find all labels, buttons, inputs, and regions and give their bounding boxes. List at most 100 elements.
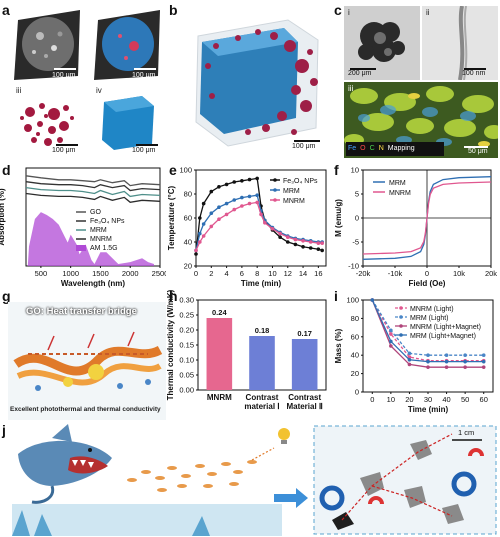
data-point xyxy=(444,353,449,357)
data-point xyxy=(278,235,282,239)
data-point xyxy=(444,365,449,369)
panel-letter-i: i xyxy=(334,288,338,304)
data-point xyxy=(463,359,467,364)
y-tick-label: 0.25 xyxy=(179,311,194,320)
scale-bar xyxy=(56,144,78,146)
legend-marker xyxy=(273,178,277,182)
panel-letter-b: b xyxy=(169,2,178,18)
y-tick-label: 100 xyxy=(346,296,359,305)
panel-letter-j: j xyxy=(2,422,6,438)
mapping-element-o: O xyxy=(360,145,366,152)
data-point xyxy=(463,353,467,357)
tem-image xyxy=(344,6,420,80)
mapping-element-n: N xyxy=(378,145,384,152)
x-tick-label: 20 xyxy=(405,395,413,404)
data-point xyxy=(217,217,221,221)
ct-slice-colored xyxy=(94,10,160,80)
y-tick-label: 0 xyxy=(355,388,359,397)
y-tick-label: 40 xyxy=(351,351,359,360)
shark-fish-schematic xyxy=(12,424,497,536)
series-line xyxy=(25,192,161,203)
data-point xyxy=(463,365,467,369)
data-point xyxy=(301,239,305,243)
y-tick-label: 0.05 xyxy=(179,371,194,380)
x-tick-label: 12 xyxy=(284,269,292,278)
x-tick-label: 6 xyxy=(240,269,244,278)
panel-letter-h: h xyxy=(169,288,178,304)
series-line xyxy=(25,181,161,192)
category-label: Contrast xyxy=(246,393,279,402)
x-tick-label: 500 xyxy=(35,269,48,278)
series-line xyxy=(25,175,161,187)
data-point xyxy=(255,200,259,205)
data-point xyxy=(407,355,412,359)
x-tick-label: 2500 xyxy=(152,269,166,278)
bar-value-label: 0.18 xyxy=(255,326,270,335)
y-tick-label: 0.15 xyxy=(179,341,194,350)
y-tick-label: 20 xyxy=(351,369,359,378)
x-tick-label: -10k xyxy=(388,269,403,278)
x-tick-label: 2000 xyxy=(122,269,139,278)
data-point xyxy=(407,362,412,367)
chart-absorption: 500 1000 1500 2000 2500 Wavelength (nm) Absorp… xyxy=(0,167,166,288)
data-point xyxy=(224,182,229,187)
data-point xyxy=(293,237,298,242)
data-point xyxy=(224,201,229,206)
data-point xyxy=(270,227,275,231)
x-tick-label: 2 xyxy=(209,269,213,278)
bar xyxy=(206,318,233,390)
sub-label-c-ii: ii xyxy=(426,8,430,17)
eds-mapping-image xyxy=(344,82,498,158)
data-point xyxy=(481,353,486,357)
chart-thermal-conductivity: 0.00 0.05 0.10 0.15 0.20 0.25 0.30 0.24 MNRM 0.18… xyxy=(166,289,327,411)
y-tick-label: 60 xyxy=(184,214,192,223)
legend-label: Fe₃O₄ NPs xyxy=(90,218,125,225)
data-point xyxy=(198,231,202,236)
data-point xyxy=(426,365,430,369)
y-axis-title: Mass (%) xyxy=(334,328,343,363)
legend-label: AM 1.5G xyxy=(90,245,118,252)
data-point xyxy=(316,241,321,245)
y-tick-label: 10 xyxy=(351,166,359,175)
panel-b: 100 μm xyxy=(178,6,330,158)
series-line xyxy=(25,186,161,198)
y-tick-label: 0.20 xyxy=(179,326,194,335)
scale-bar-label: 100 μm xyxy=(132,72,156,79)
scale-bar-label: 100 nm xyxy=(462,70,486,77)
legend-label: MRM (Light+Magnet) xyxy=(410,333,476,340)
y-axis-title: Thermal conductivity (W/mK) xyxy=(166,289,175,400)
legend-label: MNRM xyxy=(90,236,112,243)
data-point xyxy=(217,185,221,189)
scale-bar xyxy=(464,146,488,148)
data-point xyxy=(232,207,237,212)
x-tick-label: 10 xyxy=(268,269,276,278)
x-tick-label: 60 xyxy=(480,395,488,404)
x-tick-label: 1500 xyxy=(92,269,109,278)
y-tick-label: 0.00 xyxy=(179,386,194,395)
legend-label: MRM xyxy=(90,227,107,234)
x-tick-label: -20k xyxy=(356,269,371,278)
scale-bar-label: 50 μm xyxy=(468,148,488,155)
x-tick-label: 50 xyxy=(461,395,469,404)
legend-label: MRM (Light) xyxy=(410,315,449,322)
category-label: material Ⅰ xyxy=(244,402,279,411)
y-tick-label: 40 xyxy=(184,238,192,247)
data-point xyxy=(259,212,263,217)
y-tick-label: -10 xyxy=(348,262,359,271)
y-tick-label: 0.30 xyxy=(179,296,194,305)
panel-j: 1 cm xyxy=(12,424,498,536)
chart-mass-loss: 0 10 20 30 40 50 60 0 20 40 60 80 100 Time (min) Mass … xyxy=(334,296,494,414)
x-tick-label: 30 xyxy=(424,395,432,404)
data-point xyxy=(232,198,237,202)
data-point xyxy=(481,359,486,364)
scale-bar-label: 100 μm xyxy=(52,72,76,79)
panel-letter-d: d xyxy=(2,162,11,178)
data-point xyxy=(255,193,259,197)
data-point xyxy=(201,234,206,238)
panel-g-title: GO: Heat transfer bridge xyxy=(26,306,137,317)
ct-3d-pores xyxy=(10,84,86,158)
x-axis-title: Time (min) xyxy=(408,405,449,414)
scale-bar xyxy=(134,68,156,70)
data-point xyxy=(278,231,282,236)
data-point xyxy=(255,176,259,181)
